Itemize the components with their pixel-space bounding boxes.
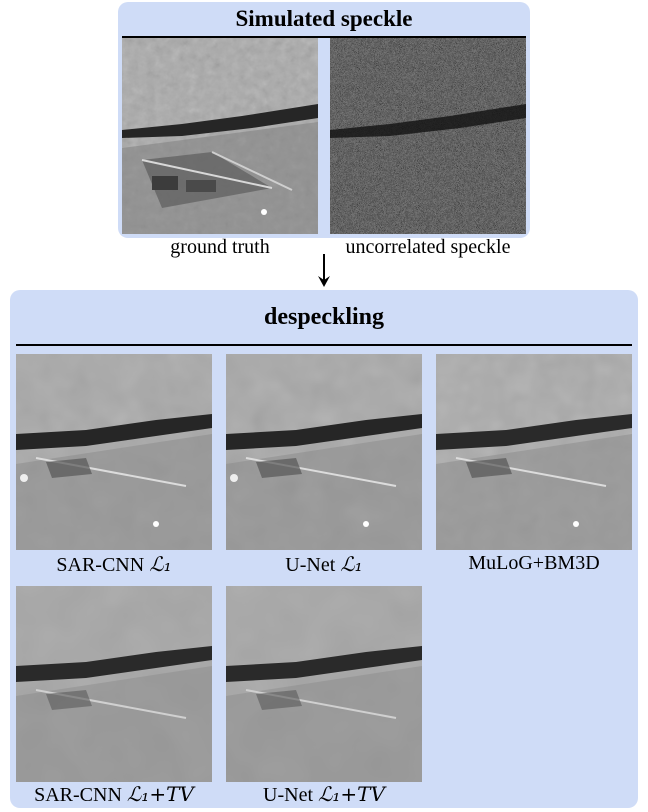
result-caption-u-net-l1: U-Net ℒ₁ [226, 552, 422, 577]
uncorrelated-speckle-image [330, 38, 526, 234]
method-name: U-Net [263, 784, 313, 806]
method-name: SAR-CNN [34, 784, 122, 806]
method-name: MuLoG+BM3D [468, 552, 600, 574]
result-image-mulog-bm3d [436, 354, 632, 550]
method-name: SAR-CNN [56, 554, 145, 576]
uncorrelated-speckle-caption: uncorrelated speckle [345, 236, 511, 258]
title-rule [122, 36, 526, 38]
ground-truth-caption: ground truth [170, 236, 270, 258]
despeckling-title: despeckling [263, 304, 385, 330]
method-name: U-Net [285, 554, 336, 576]
result-image-sar-cnn-l1-tv [16, 586, 212, 782]
ground-truth-image [122, 38, 318, 234]
loss-label: ℒ₁ [340, 552, 363, 576]
simulated-speckle-title: Simulated speckle [235, 6, 413, 31]
result-caption-mulog-bm3d: MuLoG+BM3D [436, 552, 632, 575]
loss-label: ℒ₁ [149, 552, 172, 576]
loss-label: ℒ₁+TV [126, 782, 194, 806]
result-image-u-net-l1 [226, 354, 422, 550]
result-caption-sar-cnn-l1: SAR-CNN ℒ₁ [16, 552, 212, 577]
result-image-u-net-l1-tv [226, 586, 422, 782]
down-arrow-icon [318, 254, 330, 287]
loss-label: ℒ₁+TV [318, 782, 385, 806]
result-image-sar-cnn-l1 [16, 354, 212, 550]
result-caption-u-net-l1-tv: U-Net ℒ₁+TV [226, 782, 422, 807]
result-caption-sar-cnn-l1-tv: SAR-CNN ℒ₁+TV [16, 782, 212, 807]
title-rule [16, 344, 632, 346]
